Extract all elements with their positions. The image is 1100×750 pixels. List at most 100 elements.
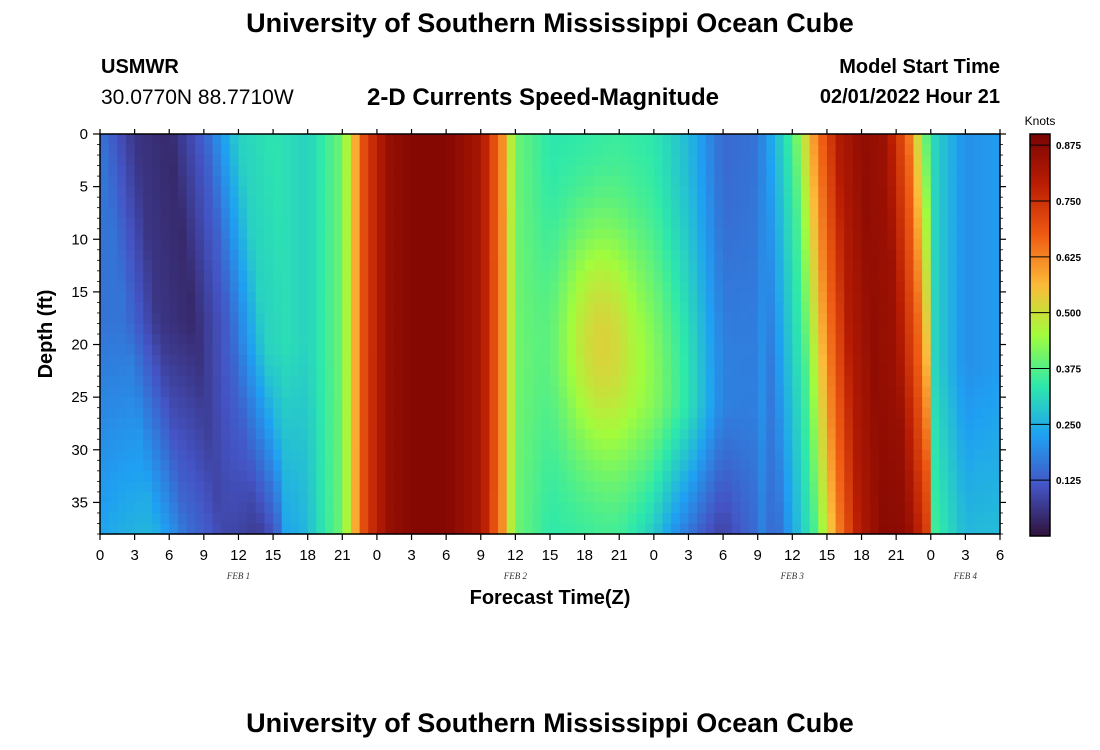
heatmap-cell — [878, 344, 889, 356]
heatmap-cell — [982, 134, 992, 146]
heatmap-cell — [506, 228, 516, 240]
heatmap-cell — [974, 460, 984, 472]
heatmap-cell — [454, 418, 465, 430]
heatmap-cell — [169, 481, 179, 493]
heatmap-cell — [229, 344, 240, 356]
heatmap-cell — [532, 207, 542, 219]
heatmap-cell — [359, 481, 369, 493]
heatmap-cell — [861, 439, 871, 451]
heatmap-cell — [749, 239, 759, 251]
heatmap-cell — [290, 312, 300, 325]
heatmap-cell — [818, 249, 828, 261]
heatmap-cell — [212, 449, 222, 461]
heatmap-cell — [541, 228, 551, 240]
heatmap-cell — [783, 481, 793, 493]
heatmap-cell — [333, 176, 343, 188]
heatmap-cell — [229, 155, 240, 167]
heatmap-cell — [273, 355, 283, 367]
heatmap-cell — [645, 460, 655, 472]
heatmap-cell — [887, 344, 897, 356]
heatmap-cell — [428, 239, 439, 251]
heatmap-cell — [852, 312, 863, 325]
heatmap-cell — [697, 344, 707, 356]
heatmap-cell — [108, 312, 118, 325]
heatmap-cell — [290, 344, 300, 356]
heatmap-cell — [402, 197, 413, 209]
heatmap-cell — [844, 207, 854, 219]
heatmap-cell — [134, 355, 144, 367]
heatmap-cell — [428, 228, 439, 240]
heatmap-cell — [852, 270, 863, 282]
heatmap-cell — [359, 239, 369, 251]
heatmap-cell — [290, 428, 300, 440]
heatmap-cell — [117, 228, 127, 240]
heatmap-cell — [281, 376, 291, 388]
heatmap-cell — [281, 407, 291, 419]
heatmap-cell — [489, 218, 499, 230]
heatmap-cell — [134, 344, 144, 356]
heatmap-cell — [913, 512, 923, 525]
heatmap-cell — [697, 502, 707, 514]
heatmap-cell — [368, 312, 378, 325]
heatmap-cell — [325, 176, 335, 188]
heatmap-cell — [913, 228, 923, 240]
heatmap-cell — [775, 176, 785, 188]
heatmap-cell — [117, 334, 127, 346]
heatmap-cell — [212, 407, 222, 419]
heatmap-cell — [143, 470, 153, 482]
heatmap-cell — [437, 186, 447, 198]
heatmap-cell — [368, 355, 378, 367]
heatmap-cell — [489, 470, 499, 482]
heatmap-cell — [368, 260, 378, 272]
heatmap-cell — [671, 323, 681, 335]
heatmap-cell — [238, 197, 248, 209]
heatmap-cell — [870, 144, 880, 156]
heatmap-cell — [264, 186, 274, 198]
heatmap-cell — [679, 334, 690, 346]
heatmap-cell — [792, 397, 802, 409]
heatmap-cell — [818, 197, 828, 209]
heatmap-cell — [255, 334, 266, 346]
heatmap-cell — [446, 397, 456, 409]
heatmap-cell — [446, 260, 456, 272]
heatmap-cell — [991, 281, 1001, 293]
heatmap-cell — [818, 207, 828, 219]
heatmap-cell — [965, 334, 975, 346]
heatmap-cell — [151, 470, 162, 482]
heatmap-cell — [930, 481, 941, 493]
heatmap-cell — [454, 207, 465, 219]
heatmap-cell — [100, 355, 110, 367]
heatmap-cell — [281, 355, 291, 367]
heatmap-cell — [125, 249, 136, 261]
heatmap-cell — [333, 439, 343, 451]
heatmap-cell — [247, 218, 257, 230]
heatmap-cell — [636, 165, 646, 177]
heatmap-cell — [922, 397, 932, 409]
heatmap-cell — [428, 460, 439, 472]
heatmap-cell — [108, 397, 118, 409]
heatmap-cell — [229, 386, 240, 398]
heatmap-cell — [714, 502, 724, 514]
heatmap-cell — [601, 344, 612, 356]
heatmap-cell — [593, 523, 603, 535]
heatmap-cell — [826, 323, 837, 335]
heatmap-cell — [956, 449, 966, 461]
heatmap-cell — [376, 512, 387, 525]
heatmap-cell — [463, 291, 473, 304]
heatmap-cell — [125, 302, 136, 314]
heatmap-cell — [151, 260, 162, 272]
heatmap-cell — [350, 144, 361, 156]
heatmap-cell — [342, 512, 352, 525]
heatmap-cell — [454, 428, 465, 440]
heatmap-cell — [809, 439, 819, 451]
heatmap-cell — [939, 449, 949, 461]
heatmap-cell — [273, 302, 283, 314]
heatmap-cell — [567, 491, 577, 504]
heatmap-cell — [290, 228, 300, 240]
heatmap-cell — [948, 228, 958, 240]
heatmap-cell — [636, 281, 646, 293]
heatmap-cell — [619, 439, 629, 451]
heatmap-cell — [541, 418, 551, 430]
heatmap-cell — [290, 386, 300, 398]
heatmap-cell — [186, 418, 196, 430]
